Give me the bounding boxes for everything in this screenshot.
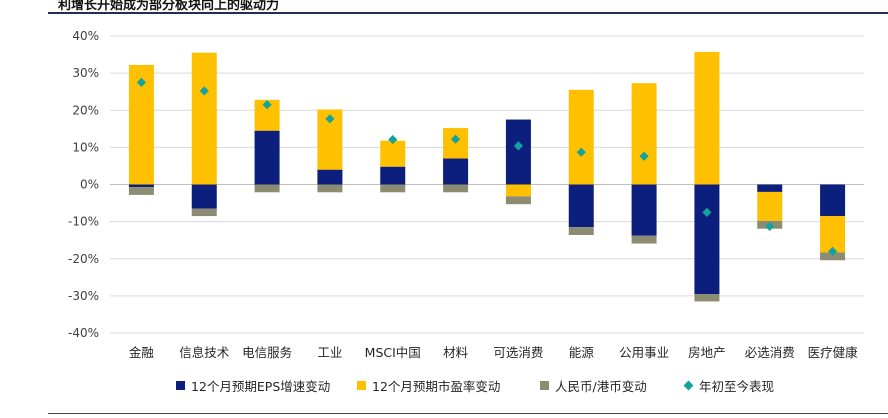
category-label: 医疗健康 — [808, 345, 859, 360]
ytd-point — [450, 134, 461, 144]
category-label: 房地产 — [688, 345, 726, 360]
bar-fx-change — [568, 227, 594, 235]
legend-label-pe: 12个月预期市盈率变动 — [372, 379, 501, 394]
ytd-point — [513, 141, 524, 151]
legend-swatch-eps — [176, 381, 185, 390]
bar-eps-growth — [128, 184, 154, 188]
ytd-point — [765, 221, 775, 232]
y-tick-label: 10% — [72, 140, 99, 154]
category-label: 工业 — [317, 345, 342, 360]
ytd-point — [262, 100, 272, 110]
bar-eps-growth — [380, 166, 406, 185]
bar-fx-change — [254, 184, 280, 193]
category-label: 必选消费 — [745, 345, 795, 360]
y-tick-label: -30% — [68, 289, 99, 303]
category-label: 公用事业 — [619, 345, 669, 360]
top-rule — [48, 12, 888, 14]
bar-fx-change — [128, 187, 154, 195]
ytd-point — [136, 77, 147, 88]
bar-eps-growth — [568, 184, 594, 228]
legend-item-pe: 12个月预期市盈率变动 — [357, 376, 500, 395]
bar-pe-change — [380, 140, 406, 167]
bar-fx-change — [505, 196, 531, 205]
legend-label-fx: 人民币/港币变动 — [555, 379, 647, 394]
y-tick-label: -20% — [68, 252, 99, 266]
bar-eps-growth — [505, 119, 531, 185]
bar-eps-growth — [757, 184, 783, 192]
bar-fx-change — [820, 252, 846, 261]
legend-label-ytd: 年初至今表现 — [699, 379, 775, 394]
ytd-point — [827, 246, 838, 256]
ytd-point — [702, 207, 712, 217]
bar-fx-change — [380, 184, 406, 193]
category-label: 电信服务 — [242, 345, 292, 360]
legend-item-eps: 12个月预期EPS增速变动 — [176, 376, 330, 395]
bar-pe-change — [694, 51, 720, 185]
bar-eps-growth — [317, 169, 343, 185]
legend-marker-ytd — [683, 380, 694, 391]
category-label: 信息技术 — [179, 345, 230, 360]
legend: 12个月预期EPS增速变动 12个月预期市盈率变动 人民币/港币变动 年初至今表… — [0, 376, 888, 396]
chart-heading: 利增长开始成为部分板块向上的驱动力 — [58, 0, 280, 13]
bar-fx-change — [443, 184, 469, 193]
bar-pe-change — [191, 52, 217, 185]
bar-pe-change — [820, 216, 846, 253]
y-tick-label: 20% — [72, 103, 99, 117]
bar-eps-growth — [694, 184, 720, 295]
ytd-point — [576, 147, 586, 157]
y-tick-label: 30% — [72, 66, 99, 80]
bar-eps-growth — [443, 158, 469, 185]
y-tick-label: 40% — [72, 29, 99, 43]
legend-item-fx: 人民币/港币变动 — [540, 376, 647, 395]
category-label: MSCI中国 — [365, 345, 421, 360]
bar-pe-change — [631, 83, 657, 185]
legend-swatch-pe — [357, 381, 366, 390]
bar-eps-growth — [631, 184, 657, 236]
bar-chart: 40% 30% 20% 10% 0% -10% -20% -30% -40% 金融 信息技术 电信服务… — [68, 29, 864, 360]
legend-label-eps: 12个月预期EPS增速变动 — [191, 379, 331, 394]
bar-fx-change — [694, 294, 720, 302]
ytd-point — [639, 151, 649, 161]
category-label: 可选消费 — [493, 345, 543, 360]
bar-fx-change — [191, 208, 217, 217]
bottom-rule — [48, 413, 888, 414]
legend-swatch-fx — [540, 381, 549, 390]
legend-item-ytd: 年初至今表现 — [683, 376, 775, 395]
ytd-point — [388, 134, 398, 145]
ytd-point — [325, 114, 335, 124]
bar-eps-growth — [820, 184, 846, 217]
bar-eps-growth — [254, 130, 280, 185]
bar-pe-change — [757, 191, 783, 221]
bar-fx-change — [631, 235, 657, 244]
bar-eps-growth — [191, 184, 217, 209]
bar-pe-change — [505, 184, 531, 197]
y-tick-label: 0% — [80, 178, 99, 192]
y-tick-label: -40% — [68, 326, 99, 340]
category-label: 材料 — [443, 345, 469, 360]
bar-pe-change — [568, 89, 594, 185]
y-tick-label: -10% — [68, 215, 99, 229]
ytd-point — [199, 86, 209, 96]
category-label: 能源 — [569, 345, 595, 360]
category-label: 金融 — [129, 345, 155, 360]
bar-fx-change — [317, 184, 343, 193]
